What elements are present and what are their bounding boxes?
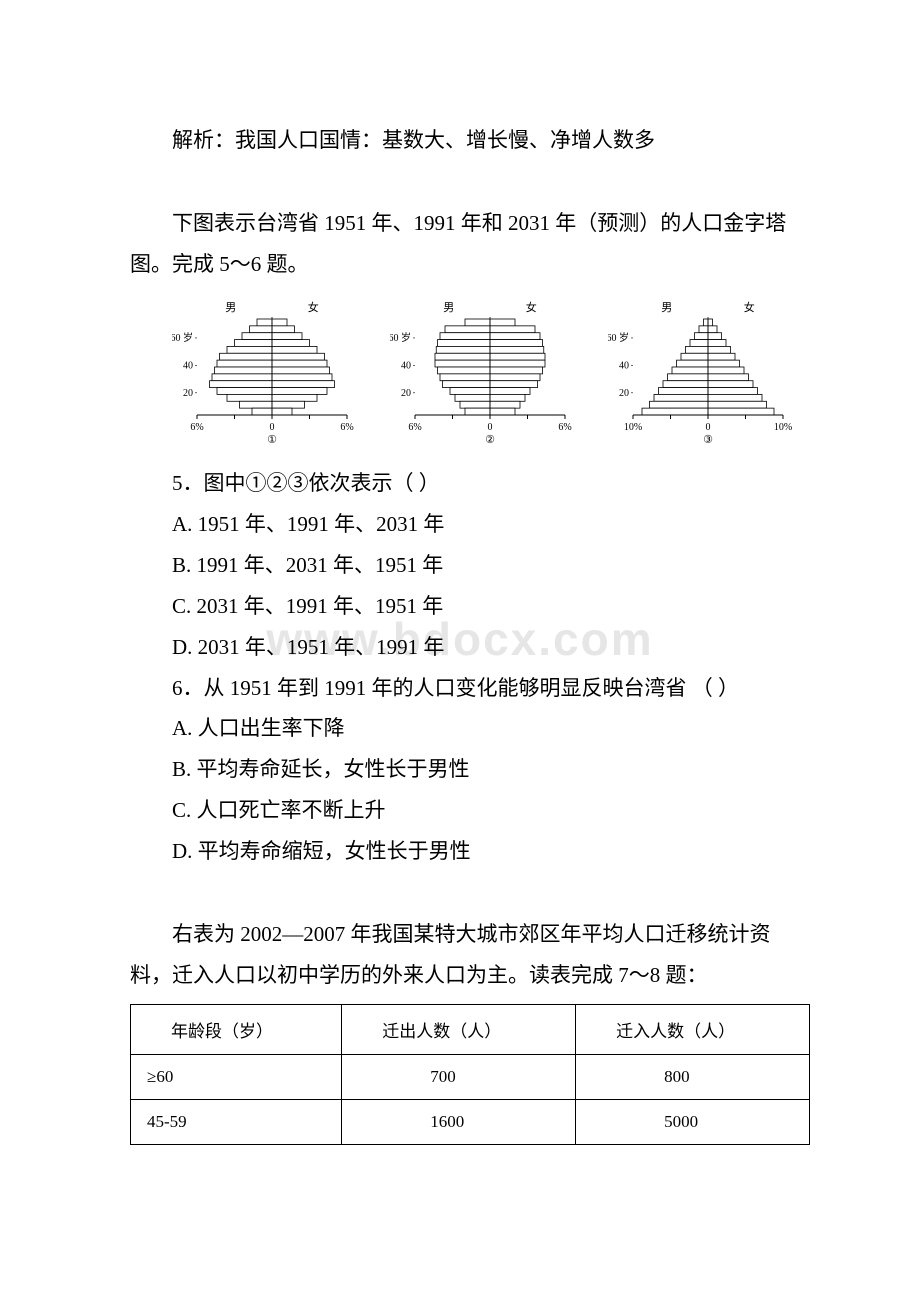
table-row: 45-59 1600 5000 bbox=[131, 1100, 810, 1145]
pyramids-figure: 60 岁 40 20 男 女 6% 0 6% ① 60 岁 40 20 男 女 6% 0… bbox=[130, 295, 810, 445]
svg-text:0: 0 bbox=[270, 422, 275, 433]
svg-text:②: ② bbox=[485, 434, 495, 445]
svg-text:6%: 6% bbox=[558, 422, 571, 433]
svg-text:0: 0 bbox=[706, 422, 711, 433]
svg-text:20: 20 bbox=[619, 388, 629, 399]
svg-text:男: 男 bbox=[443, 302, 454, 314]
q6-opt-c: C. 人口死亡率不断上升 bbox=[130, 790, 810, 831]
svg-text:40: 40 bbox=[183, 360, 193, 371]
svg-text:60 岁: 60 岁 bbox=[390, 331, 411, 344]
cell-in: 800 bbox=[576, 1055, 810, 1100]
q6-opt-a: A. 人口出生率下降 bbox=[130, 708, 810, 749]
pyramid-3-svg: 60 岁 40 20 男 女 10% 0 10% ③ bbox=[608, 295, 808, 445]
spacer bbox=[130, 161, 810, 203]
q6-opt-b: B. 平均寿命延长，女性长于男性 bbox=[130, 749, 810, 790]
th-age: 年龄段（岁） bbox=[131, 1005, 342, 1055]
q5-opt-d: D. 2031 年、1951 年、1991 年 bbox=[130, 627, 810, 668]
pyramid-3: 60 岁 40 20 男 女 10% 0 10% ③ bbox=[608, 295, 808, 445]
svg-text:40: 40 bbox=[401, 360, 411, 371]
svg-text:40: 40 bbox=[619, 360, 629, 371]
pyramid-1: 60 岁 40 20 男 女 6% 0 6% ① bbox=[172, 295, 372, 445]
q5-opt-b: B. 1991 年、2031 年、1951 年 bbox=[130, 545, 810, 586]
pyramid-1-svg: 60 岁 40 20 男 女 6% 0 6% ① bbox=[172, 295, 372, 445]
svg-text:女: 女 bbox=[526, 300, 537, 314]
svg-text:女: 女 bbox=[744, 300, 755, 314]
svg-text:男: 男 bbox=[225, 302, 236, 314]
svg-text:6%: 6% bbox=[340, 422, 353, 433]
explanation-paragraph: 解析：我国人口国情：基数大、增长慢、净增人数多 bbox=[130, 120, 810, 161]
q6-opt-d: D. 平均寿命缩短，女性长于男性 bbox=[130, 831, 810, 872]
svg-text:女: 女 bbox=[308, 300, 319, 314]
q5-opt-a: A. 1951 年、1991 年、2031 年 bbox=[130, 504, 810, 545]
spacer bbox=[130, 872, 810, 914]
table-header-row: 年龄段（岁） 迁出人数（人） 迁入人数（人） bbox=[131, 1005, 810, 1055]
pyramid-2: 60 岁 40 20 男 女 6% 0 6% ② bbox=[390, 295, 590, 445]
th-in: 迁入人数（人） bbox=[576, 1005, 810, 1055]
content-area: 解析：我国人口国情：基数大、增长慢、净增人数多 下图表示台湾省 1951 年、1… bbox=[130, 120, 810, 1145]
q5-opt-c: C. 2031 年、1991 年、1951 年 bbox=[130, 586, 810, 627]
svg-text:0: 0 bbox=[488, 422, 493, 433]
cell-in: 5000 bbox=[576, 1100, 810, 1145]
svg-text:60 岁: 60 岁 bbox=[608, 331, 629, 344]
q78-intro: 右表为 2002—2007 年我国某特大城市郊区年平均人口迁移统计资料，迁入人口… bbox=[130, 914, 810, 996]
cell-age: 45-59 bbox=[131, 1100, 342, 1145]
cell-age: ≥60 bbox=[131, 1055, 342, 1100]
pyramid-2-svg: 60 岁 40 20 男 女 6% 0 6% ② bbox=[390, 295, 590, 445]
migration-table: 年龄段（岁） 迁出人数（人） 迁入人数（人） ≥60 700 800 45-59… bbox=[130, 1004, 810, 1145]
svg-text:①: ① bbox=[267, 434, 277, 445]
svg-text:10%: 10% bbox=[774, 422, 792, 433]
th-out: 迁出人数（人） bbox=[342, 1005, 576, 1055]
cell-out: 700 bbox=[342, 1055, 576, 1100]
svg-text:20: 20 bbox=[183, 388, 193, 399]
q5-stem: 5．图中①②③依次表示（ ） bbox=[130, 463, 810, 504]
svg-text:10%: 10% bbox=[624, 422, 642, 433]
svg-text:20: 20 bbox=[401, 388, 411, 399]
cell-out: 1600 bbox=[342, 1100, 576, 1145]
svg-text:③: ③ bbox=[703, 434, 713, 445]
q6-stem: 6．从 1951 年到 1991 年的人口变化能够明显反映台湾省 （ ） bbox=[130, 668, 810, 709]
q56-intro: 下图表示台湾省 1951 年、1991 年和 2031 年（预测）的人口金字塔图… bbox=[130, 203, 810, 285]
svg-text:男: 男 bbox=[661, 302, 672, 314]
table-row: ≥60 700 800 bbox=[131, 1055, 810, 1100]
svg-text:6%: 6% bbox=[408, 422, 421, 433]
svg-text:6%: 6% bbox=[190, 422, 203, 433]
svg-text:60 岁: 60 岁 bbox=[172, 331, 193, 344]
